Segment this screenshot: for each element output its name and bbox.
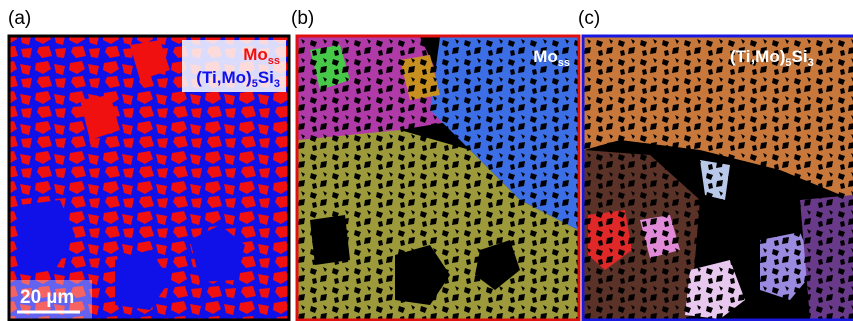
text-part: (Ti,Mo) — [730, 47, 785, 66]
phase-label: (Ti,Mo)5Si3 — [730, 47, 814, 69]
scale-bar-label: 20 µm — [20, 287, 74, 308]
text-part: Si — [792, 47, 808, 66]
panel-label: (a) — [8, 8, 31, 29]
text-part: Si — [258, 68, 274, 87]
legend-silicide: (Ti,Mo)5Si3 — [196, 68, 280, 90]
subscript: ss — [558, 57, 570, 69]
panel-c-image: (Ti,Mo)5Si3 — [584, 37, 853, 319]
subscript: ss — [268, 55, 280, 67]
text-part: Mo — [533, 47, 558, 66]
panel-label: (b) — [291, 8, 314, 29]
panel-a-image: Moss (Ti,Mo)5Si3 20 µm — [10, 37, 288, 319]
panel-b-image: Moss — [298, 37, 578, 319]
subscript: 3 — [274, 78, 280, 90]
text-part: (Ti,Mo) — [196, 68, 251, 87]
figure: (a) (b) (c) Moss (Ti,Mo)5Si3 20 µm Moss … — [0, 0, 853, 321]
panel-label: (c) — [578, 8, 600, 29]
subscript: 3 — [808, 57, 814, 69]
text-part: Mo — [243, 45, 268, 64]
